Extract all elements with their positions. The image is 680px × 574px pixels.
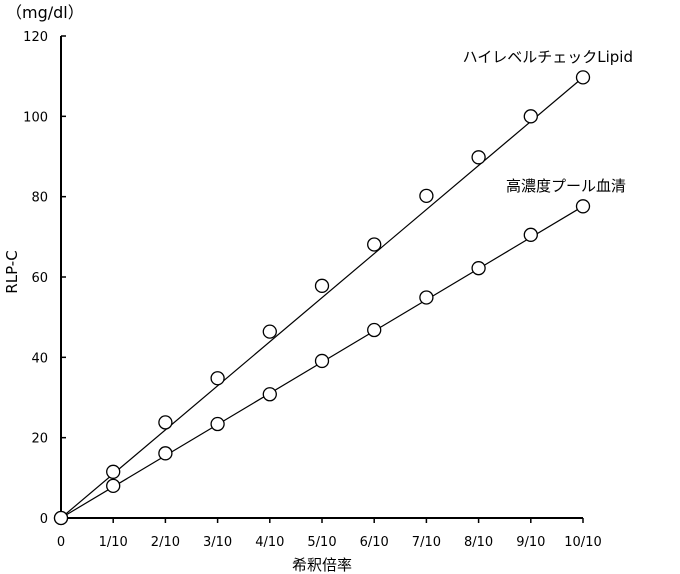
series-points xyxy=(53,70,591,526)
data-point xyxy=(523,227,538,242)
x-axis: 0 1/10 2/10 3/10 4/10 5/10 6/10 7/10 8/10 9/10 10/… xyxy=(57,517,602,550)
data-point xyxy=(523,109,538,124)
data-point xyxy=(262,387,277,402)
data-point xyxy=(210,371,225,386)
y-tick-label: 40 xyxy=(31,351,48,366)
y-unit-label: （mg/dl） xyxy=(6,3,84,22)
x-tick-label: 10/10 xyxy=(564,535,601,550)
series-label-high-conc-pool-serum: 高濃度プール血清 xyxy=(506,177,626,195)
y-axis-title: RLP-C xyxy=(3,250,21,293)
data-point xyxy=(367,322,382,338)
data-point xyxy=(575,70,591,85)
series-label-high-level-check-lipid: ハイレベルチェックLipid xyxy=(463,48,633,66)
x-tick-label: 7/10 xyxy=(412,535,441,550)
x-tick-label: 6/10 xyxy=(360,535,389,550)
data-point xyxy=(419,290,434,305)
y-tick-label: 80 xyxy=(31,191,48,206)
x-tick-label: 4/10 xyxy=(255,535,284,550)
x-axis-title: 希釈倍率 xyxy=(292,556,352,574)
data-point xyxy=(210,416,225,432)
x-tick-label: 3/10 xyxy=(203,535,232,550)
series-lines xyxy=(60,76,584,519)
x-tick-label: 5/10 xyxy=(307,535,336,550)
data-point xyxy=(106,478,121,494)
y-axis: 0 20 40 60 80 100 120 xyxy=(23,30,66,527)
data-point xyxy=(419,188,434,204)
y-tick-label: 60 xyxy=(31,271,48,286)
data-point xyxy=(53,510,69,526)
series-line-0 xyxy=(60,76,584,519)
y-tick-label: 120 xyxy=(23,30,48,45)
data-point xyxy=(471,261,486,276)
x-tick-label: 9/10 xyxy=(516,535,545,550)
x-tick-label: 1/10 xyxy=(99,535,128,550)
data-point xyxy=(314,278,330,293)
data-point xyxy=(314,353,330,369)
x-tick-label: 8/10 xyxy=(464,535,493,550)
data-point xyxy=(471,150,486,165)
y-tick-label: 0 xyxy=(40,512,48,527)
data-point xyxy=(575,199,591,214)
y-tick-label: 20 xyxy=(31,432,48,447)
data-point xyxy=(158,446,173,461)
data-point xyxy=(367,237,382,252)
y-tick-label: 100 xyxy=(23,110,48,125)
data-point xyxy=(158,415,173,430)
x-tick-label: 0 xyxy=(57,535,65,550)
data-point xyxy=(106,464,121,479)
x-tick-label: 2/10 xyxy=(151,535,180,550)
data-point xyxy=(262,324,277,339)
